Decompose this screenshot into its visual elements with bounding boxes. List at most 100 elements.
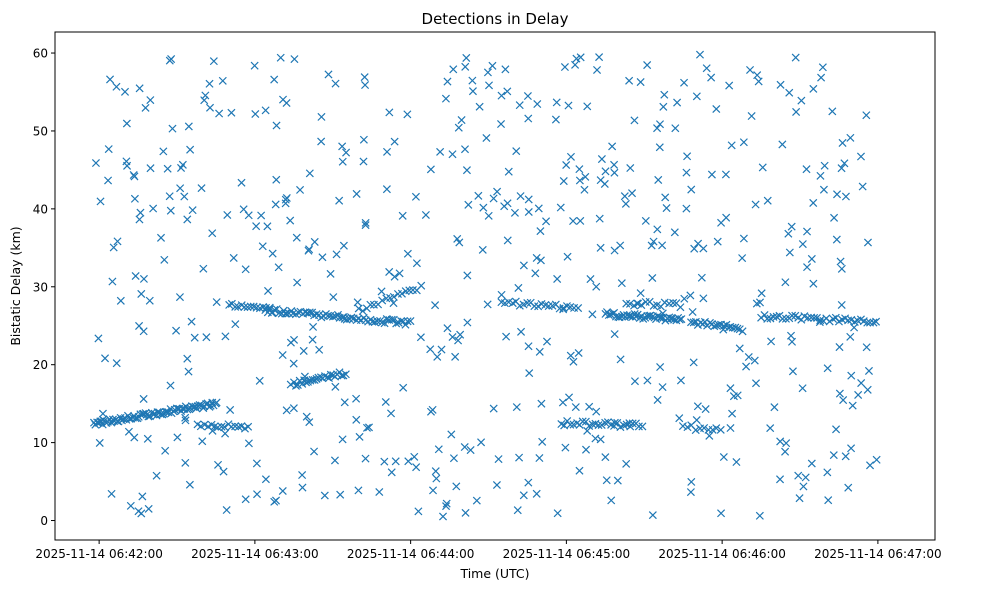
detection-point [451, 352, 460, 361]
detection-point [107, 489, 116, 498]
detection-point [457, 116, 466, 125]
detection-point [798, 240, 807, 249]
detection-point [763, 314, 772, 323]
detection-point [426, 165, 435, 174]
x-tick-label: 2025-11-14 06:45:00 [503, 547, 630, 561]
detection-point [354, 486, 363, 495]
detection-point [353, 298, 362, 307]
detection-point [660, 90, 669, 99]
detection-point [377, 287, 386, 296]
detection-point [816, 171, 825, 180]
detection-point [361, 218, 370, 227]
detection-point [778, 314, 787, 323]
detection-point [781, 314, 790, 323]
detection-point [621, 199, 630, 208]
detection-point [390, 137, 399, 146]
detection-point [850, 323, 859, 332]
detection-point [360, 73, 369, 82]
detection-point [798, 384, 807, 393]
plot-frame [54, 31, 936, 541]
detection-point [361, 221, 370, 230]
detection-point [98, 409, 107, 418]
detection-point [431, 301, 440, 310]
detection-point [595, 214, 604, 223]
detection-point [199, 264, 208, 273]
detection-point [482, 133, 491, 143]
detection-point [787, 222, 796, 231]
detection-point [817, 73, 826, 82]
detection-point [403, 110, 412, 119]
detection-point [129, 171, 138, 180]
detection-point [113, 237, 122, 246]
detection-point [220, 422, 229, 431]
detection-point [209, 57, 218, 66]
detection-point [772, 312, 781, 321]
detection-point [464, 200, 473, 209]
detection-point [146, 96, 155, 105]
detection-point [626, 422, 635, 431]
detection-point [412, 259, 421, 268]
y-axis: 0 10 20 30 40 50 60 [33, 47, 55, 528]
detection-point [239, 205, 248, 214]
detection-point [832, 425, 841, 434]
detection-point [707, 73, 716, 82]
detection-point [328, 312, 337, 321]
detection-point [403, 249, 412, 258]
detection-point [308, 335, 317, 344]
detection-point [710, 322, 719, 331]
detection-point [818, 63, 827, 72]
detection-point [91, 158, 100, 168]
detection-point [519, 491, 528, 500]
detection-point [139, 274, 148, 283]
detection-point [453, 234, 462, 243]
detection-point [298, 483, 307, 492]
detection-point [252, 222, 261, 231]
detection-point [293, 278, 302, 287]
detection-point [185, 480, 194, 489]
detection-point [844, 316, 853, 325]
detection-point [264, 286, 273, 295]
detection-point [677, 315, 686, 324]
detection-point [443, 77, 452, 86]
detection-point [456, 330, 465, 339]
detection-point [483, 68, 492, 77]
detection-point [183, 215, 192, 224]
detection-point [697, 273, 706, 282]
detection-point [253, 490, 262, 499]
detection-point [841, 452, 850, 461]
detection-point [222, 505, 231, 515]
detection-point [290, 335, 299, 344]
detection-point [442, 502, 451, 511]
x-tick-label: 2025-11-14 06:43:00 [191, 547, 318, 561]
detection-point [298, 471, 307, 480]
detection-point [234, 422, 243, 431]
detection-point [149, 204, 158, 213]
x-tick-label: 2025-11-14 06:42:00 [35, 547, 162, 561]
detection-point [559, 305, 568, 314]
detection-point [610, 418, 619, 427]
detection-point [820, 161, 829, 170]
detection-point [649, 237, 658, 246]
detection-point [448, 332, 457, 342]
detection-point [601, 167, 610, 176]
detection-point [556, 203, 565, 212]
detection-point [747, 112, 756, 121]
detection-point [94, 334, 103, 343]
detection-point [477, 438, 486, 447]
detection-point [250, 61, 259, 70]
detection-point [475, 102, 484, 111]
detection-point [566, 420, 575, 429]
detection-point [299, 346, 308, 355]
detection-point [686, 291, 695, 300]
detection-point [205, 103, 215, 112]
detection-point [738, 254, 747, 263]
detection-point [139, 394, 148, 403]
detection-point [257, 211, 266, 220]
detection-point [601, 453, 610, 462]
detection-point [463, 271, 472, 280]
detection-point [610, 246, 619, 255]
detection-point [161, 446, 170, 455]
detection-point [431, 467, 440, 476]
detection-point [252, 459, 261, 468]
